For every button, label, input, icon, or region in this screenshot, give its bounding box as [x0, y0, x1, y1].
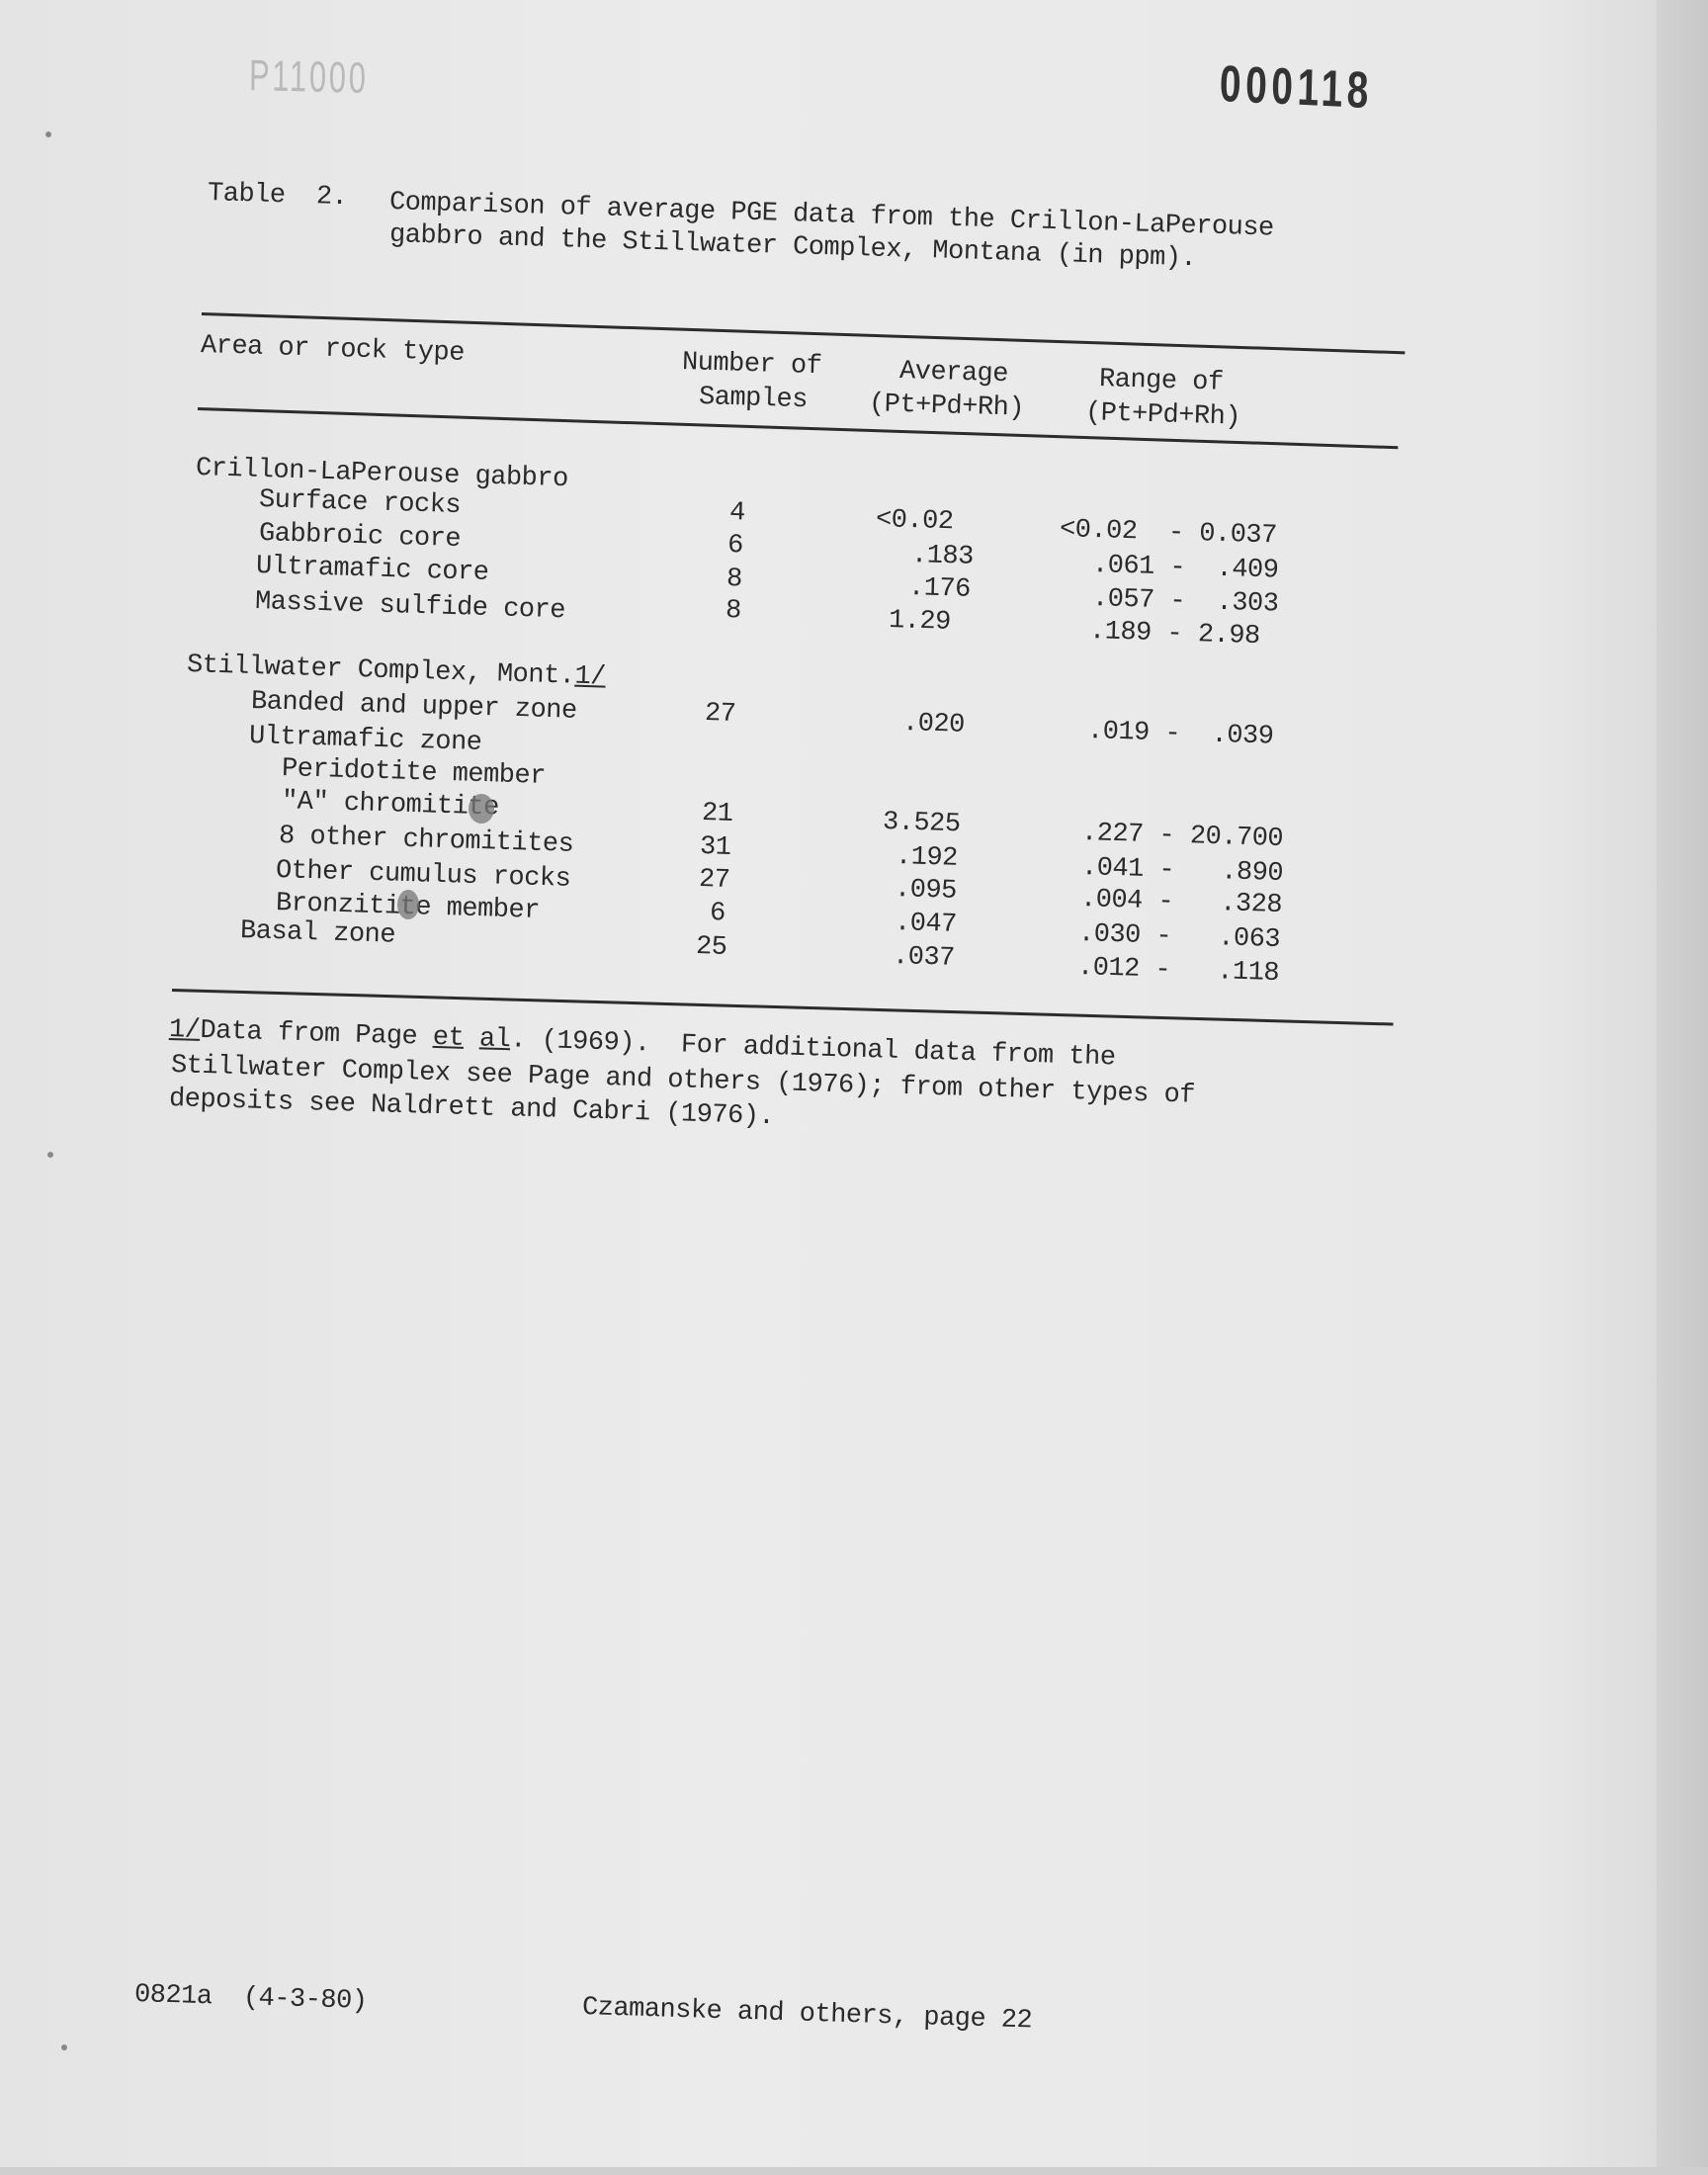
- row-label: Ultramafic core: [256, 552, 490, 589]
- row-samples: 27: [698, 865, 730, 897]
- scan-edge: [1657, 0, 1708, 2175]
- row-label: 8 other chromitites: [278, 821, 574, 860]
- ink-blot: [397, 890, 419, 919]
- row-range: .019 - .039: [1086, 717, 1274, 752]
- row-range: .189 - 2.98: [1088, 617, 1261, 652]
- row-label: Gabbroic core: [258, 518, 462, 555]
- group-name: Stillwater Complex, Mont.: [186, 651, 576, 692]
- row-range: <0.02 - 0.037: [1059, 514, 1277, 552]
- row-average: .176: [907, 572, 971, 605]
- row-label: Ultramafic zone: [249, 721, 483, 758]
- row-label: Other cumulus rocks: [275, 855, 571, 895]
- row-average: .192: [895, 841, 959, 874]
- header-samples-2: Samples: [698, 383, 809, 416]
- row-samples: 21: [701, 799, 733, 830]
- row-average: 1.29: [888, 606, 952, 639]
- group-heading: Stillwater Complex, Mont.1/: [187, 651, 607, 693]
- row-label: "A" chromitite: [281, 786, 499, 824]
- row-label: Surface rocks: [258, 485, 462, 522]
- scan-speck: [45, 131, 51, 137]
- row-average: .020: [901, 708, 966, 740]
- row-samples: 8: [726, 565, 743, 595]
- row-samples: 6: [709, 899, 726, 929]
- row-range: .004 - .328: [1079, 885, 1283, 921]
- row-samples: 25: [695, 931, 727, 963]
- row-average: 3.525: [883, 807, 962, 839]
- row-range: .227 - 20.700: [1080, 818, 1284, 854]
- footnote-marker: 1/: [168, 1014, 201, 1046]
- row-range: .057 - .303: [1091, 583, 1280, 620]
- table-label: Table 2.: [207, 179, 349, 214]
- row-label: Peridotite member: [281, 754, 546, 793]
- row-range: .030 - .063: [1077, 919, 1281, 956]
- scan-speck: [61, 2044, 67, 2050]
- row-samples: 27: [704, 699, 736, 731]
- row-samples: 6: [726, 531, 744, 562]
- footnote-et: et: [432, 1022, 465, 1054]
- row-range: .012 - .118: [1076, 952, 1280, 989]
- row-label: Basal zone: [239, 916, 396, 951]
- row-label: Banded and upper zone: [250, 686, 577, 727]
- row-average: .095: [894, 875, 957, 908]
- footer-code: 0821a (4-3-80): [133, 1980, 368, 2018]
- header-average-1: Average: [898, 356, 1009, 390]
- footnote-text: Data from Page: [200, 1015, 434, 1053]
- row-samples: 8: [725, 596, 741, 627]
- row-average: .183: [910, 541, 974, 573]
- header-samples-1: Number of: [681, 348, 822, 383]
- scan-edge-bottom: [0, 2167, 1708, 2175]
- row-samples: 31: [699, 831, 732, 863]
- row-average: <0.02: [875, 504, 955, 538]
- ink-blot: [469, 794, 494, 824]
- row-label: Massive sulfide core: [254, 586, 566, 626]
- scan-speck: [47, 1152, 53, 1158]
- header-average-2: (Pt+Pd+Rh): [868, 390, 1025, 425]
- row-samples: 4: [728, 497, 745, 529]
- header-range-2: (Pt+Pd+Rh): [1084, 397, 1241, 433]
- footnote-al: al: [478, 1024, 511, 1056]
- header-area: Area or rock type: [200, 331, 466, 370]
- page-number-stamp: 000118: [1219, 54, 1374, 121]
- faded-stamp: P11000: [249, 51, 370, 104]
- footer-page: Czamanske and others, page 22: [581, 1992, 1033, 2037]
- row-average: .047: [894, 908, 957, 940]
- footnote-ref: 1/: [574, 661, 607, 693]
- row-range: .061 - .409: [1091, 551, 1280, 586]
- row-average: .037: [892, 941, 956, 974]
- header-range-1: Range of: [1098, 365, 1225, 398]
- row-range: .041 - .890: [1080, 852, 1284, 889]
